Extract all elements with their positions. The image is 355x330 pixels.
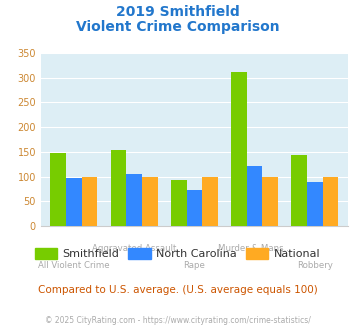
Legend: Smithfield, North Carolina, National: Smithfield, North Carolina, National xyxy=(31,244,324,263)
Bar xyxy=(126,174,142,226)
Text: 2019 Smithfield: 2019 Smithfield xyxy=(116,5,239,19)
Bar xyxy=(231,72,247,226)
Text: Compared to U.S. average. (U.S. average equals 100): Compared to U.S. average. (U.S. average … xyxy=(38,285,317,295)
Text: Violent Crime Comparison: Violent Crime Comparison xyxy=(76,20,279,34)
Bar xyxy=(202,177,218,226)
Bar xyxy=(291,155,307,226)
Bar xyxy=(247,166,262,226)
Text: Robbery: Robbery xyxy=(297,261,333,270)
Bar xyxy=(82,177,97,226)
Bar xyxy=(262,177,278,226)
Bar xyxy=(307,182,323,226)
Bar xyxy=(323,177,338,226)
Bar xyxy=(142,177,158,226)
Text: © 2025 CityRating.com - https://www.cityrating.com/crime-statistics/: © 2025 CityRating.com - https://www.city… xyxy=(45,316,310,325)
Text: Rape: Rape xyxy=(184,261,205,270)
Bar xyxy=(50,153,66,226)
Text: Murder & Mans...: Murder & Mans... xyxy=(218,244,291,253)
Bar xyxy=(111,150,126,226)
Text: All Violent Crime: All Violent Crime xyxy=(38,261,110,270)
Bar xyxy=(186,190,202,226)
Bar xyxy=(66,178,82,226)
Text: Aggravated Assault: Aggravated Assault xyxy=(92,244,176,253)
Bar xyxy=(171,180,186,226)
